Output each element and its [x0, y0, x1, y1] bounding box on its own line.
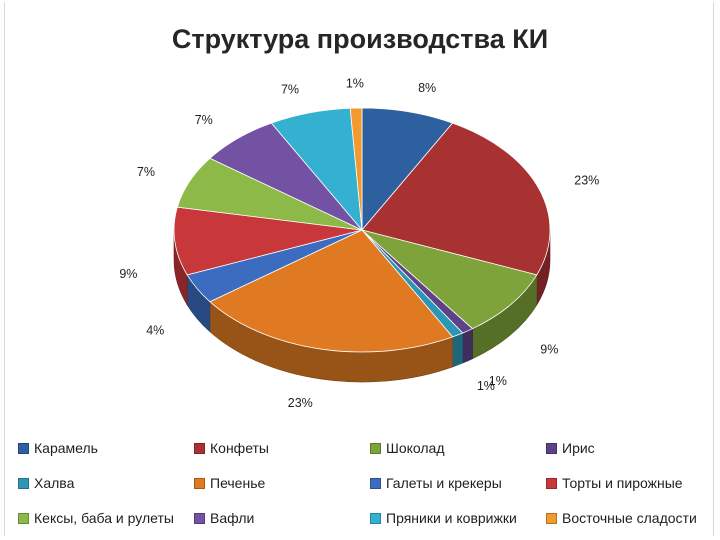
legend-swatch-9: [194, 512, 205, 524]
pie-slice-11: [349, 107, 363, 231]
legend-swatch-3: [546, 442, 557, 454]
pie-labels: 8%23%9%1%1%23%4%9%7%7%7% 1%: [119, 77, 599, 410]
legend-item-5: Печенье: [194, 475, 370, 491]
pie-slice-7: [173, 206, 363, 276]
pie-side-3: [462, 328, 473, 364]
legend-item-6: Галеты и крекеры: [370, 475, 546, 491]
legend-label-11: Восточные сладости: [562, 510, 697, 526]
pie-data-label-4: 1%: [477, 379, 495, 393]
legend-item-3: Ирис: [546, 440, 706, 456]
pie-data-label-11: 1%: [346, 77, 364, 91]
pie-data-label-9: 7%: [195, 113, 213, 127]
pie-slice-1: [361, 122, 551, 276]
pie-data-label-7: 9%: [119, 267, 137, 281]
legend-swatch-1: [194, 442, 205, 454]
legend-swatch-6: [370, 477, 381, 489]
legend-item-1: Конфеты: [194, 440, 370, 456]
legend-swatch-10: [370, 512, 381, 524]
chart-frame: [4, 2, 714, 536]
pie-data-label-1: 23%: [574, 173, 599, 187]
legend-item-4: Халва: [18, 475, 194, 491]
legend-item-2: Шоколад: [370, 440, 546, 456]
legend-swatch-7: [546, 477, 557, 489]
legend-label-9: Вафли: [210, 510, 255, 526]
pie-data-label-2: 9%: [540, 343, 558, 357]
legend-item-9: Вафли: [194, 510, 370, 526]
legend-label-4: Халва: [34, 475, 75, 491]
legend-item-0: Карамель: [18, 440, 194, 456]
pie-side-4: [452, 332, 464, 368]
legend-item-8: Кексы, баба и рулеты: [18, 510, 194, 526]
legend-label-2: Шоколад: [386, 440, 445, 456]
legend-label-5: Печенье: [210, 475, 266, 491]
pie-data-label-0: 8%: [418, 81, 436, 95]
legend-label-6: Галеты и крекеры: [386, 475, 502, 491]
legend-label-3: Ирис: [562, 440, 595, 456]
legend-item-11: Восточные сладости: [546, 510, 706, 526]
pie-data-label-3: 1%: [489, 374, 507, 388]
legend-swatch-5: [194, 477, 205, 489]
chart-legend: Карамель Конфеты Шоколад Ирис Халва Печенье Га…: [18, 440, 708, 526]
pie-data-label-10: 7%: [281, 82, 299, 96]
legend-swatch-8: [18, 512, 29, 524]
legend-label-1: Конфеты: [210, 440, 269, 456]
pie-slice-0: [361, 107, 454, 232]
legend-label-0: Карамель: [34, 440, 98, 456]
legend-swatch-11: [546, 512, 557, 524]
legend-item-10: Пряники и коврижки: [370, 510, 546, 526]
legend-label-7: Торты и пирожные: [562, 475, 683, 491]
pie-slice-5: [209, 229, 454, 353]
legend-swatch-4: [18, 477, 29, 489]
legend-label-10: Пряники и коврижки: [386, 510, 517, 526]
pie-data-label-6: 4%: [146, 324, 164, 338]
pie-data-label-5: 23%: [288, 396, 313, 410]
pie-slice-2: [361, 229, 538, 330]
pie-data-label-8: 7%: [137, 165, 155, 179]
legend-swatch-2: [370, 442, 381, 454]
legend-item-7: Торты и пирожные: [546, 475, 706, 491]
pie-top: [173, 107, 551, 353]
pie-chart: 8%23%9%1%1%23%4%9%7%7%7% 1%: [119, 77, 599, 410]
legend-swatch-0: [18, 442, 29, 454]
legend-label-8: Кексы, баба и рулеты: [34, 510, 174, 526]
chart-title: Структура производства КИ: [171, 24, 549, 54]
